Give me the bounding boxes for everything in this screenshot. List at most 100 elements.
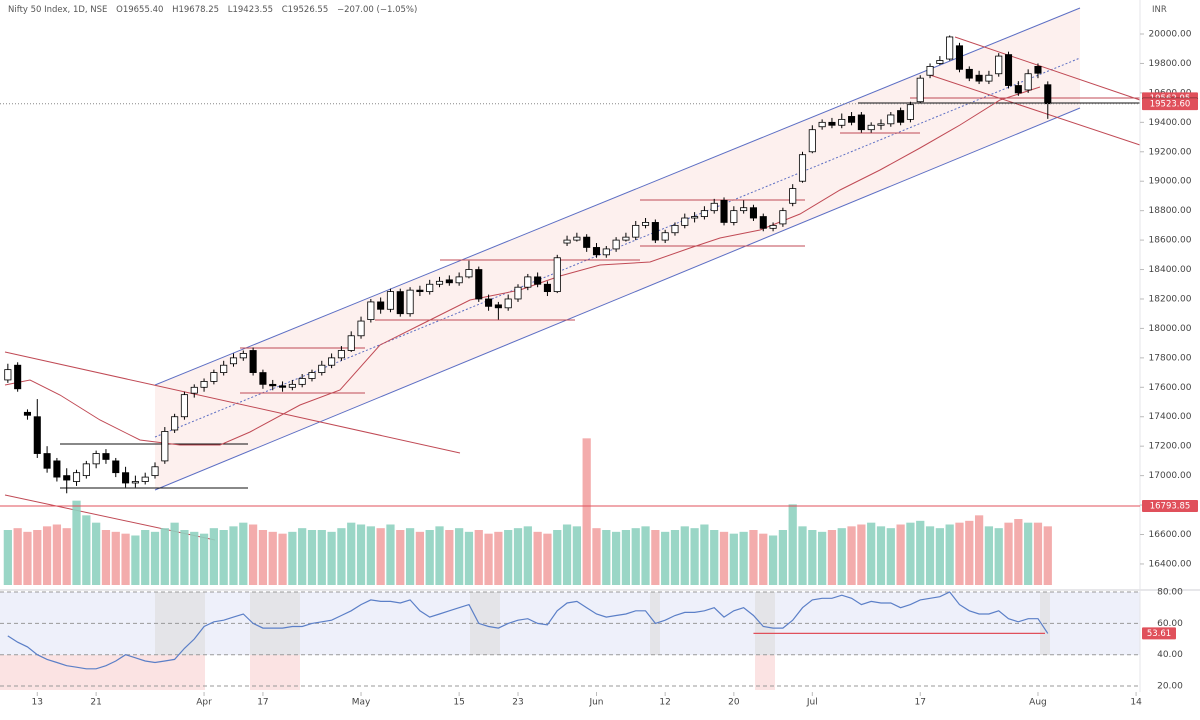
volume-bar <box>366 526 375 585</box>
candle-body <box>818 121 826 128</box>
volume-bar <box>906 522 915 585</box>
volume-bar <box>690 528 699 585</box>
volume-bar <box>239 522 248 585</box>
candle-body <box>180 394 188 418</box>
candle-body <box>534 276 542 285</box>
volume-bar <box>1024 522 1033 585</box>
rsi-line <box>7 591 1049 670</box>
volume-bar <box>386 524 395 585</box>
ohlc-change: −207.00 (−1.05%) <box>336 5 418 15</box>
x-tick-label: 17 <box>257 698 268 708</box>
x-tick-label: May <box>352 698 371 708</box>
volume-bar <box>759 533 768 585</box>
y-tick-label: 16400.00 <box>1149 559 1192 569</box>
volume-bar <box>680 526 689 585</box>
candle-body <box>72 472 81 482</box>
volume-bar <box>405 528 415 585</box>
candle-body <box>494 304 502 309</box>
candle-body <box>769 224 777 229</box>
volume-bar <box>974 515 984 585</box>
volume-bar <box>925 526 935 585</box>
volume-bar <box>739 531 748 585</box>
candle-body <box>622 236 630 241</box>
candle-body <box>337 350 345 359</box>
volume-bar <box>160 528 169 585</box>
candle-body <box>357 320 365 337</box>
candle-body <box>838 118 846 126</box>
volume-bar <box>72 500 81 585</box>
volume-bar <box>337 528 346 585</box>
candle-body <box>887 114 895 125</box>
candle-body <box>543 283 551 293</box>
candle-body <box>269 383 277 387</box>
x-tick-label: Apr <box>196 698 212 708</box>
volume-bar <box>935 528 944 585</box>
candle-body <box>759 216 767 229</box>
y-tick-label: 18400.00 <box>1149 265 1192 275</box>
candle-body <box>936 60 944 64</box>
volume-bar <box>670 530 680 585</box>
candle-body <box>857 114 865 131</box>
candle-body <box>1004 54 1013 86</box>
candle-body <box>396 291 404 315</box>
rsi-low-strips <box>0 655 775 690</box>
candle-body <box>239 353 247 359</box>
candle-body <box>985 74 993 82</box>
candle-body <box>661 232 669 241</box>
volume-bar <box>886 528 895 585</box>
volume-bar <box>248 524 258 585</box>
volume-bar <box>317 530 326 585</box>
x-tick-label: Jun <box>588 698 603 708</box>
candle-body <box>53 460 61 478</box>
volume-bar <box>847 526 856 585</box>
volume-bar <box>170 522 179 585</box>
candle-body <box>848 116 856 123</box>
trendline <box>4 351 461 454</box>
volume-bar <box>62 528 71 585</box>
candle-body <box>681 217 689 226</box>
volume-bar <box>631 528 640 585</box>
volume-bar <box>788 504 797 585</box>
volume-bar <box>474 530 483 585</box>
volume-bar <box>150 531 160 585</box>
volume-bar <box>553 530 562 585</box>
volume-bar <box>876 526 886 585</box>
volume-bar <box>533 531 542 585</box>
x-tick-label: 21 <box>90 698 101 708</box>
volume-bar <box>347 522 356 585</box>
volume-bar <box>504 530 513 585</box>
candle-body <box>210 372 218 382</box>
candle-body <box>308 372 316 379</box>
volume-bar <box>827 530 837 585</box>
candle-body <box>632 224 640 238</box>
volume-bar <box>582 438 591 585</box>
volume-bar <box>994 528 1003 585</box>
candle-body <box>102 453 110 460</box>
y-tick-label: 18600.00 <box>1149 236 1192 246</box>
volume-bar <box>523 526 532 585</box>
candle-body <box>651 222 659 241</box>
candle-body <box>259 372 267 385</box>
x-tick-label: Aug <box>1029 698 1047 708</box>
volume-bar <box>33 530 42 585</box>
rsi-tick-label: 80.00 <box>1157 588 1183 598</box>
volume-bar <box>13 528 22 585</box>
x-tick-label: 17 <box>915 698 926 708</box>
x-tick-label: Jul <box>806 698 818 708</box>
volume-bar <box>572 526 581 585</box>
candle-body <box>82 463 90 477</box>
volume-bar <box>464 531 474 585</box>
candle-body <box>220 364 228 373</box>
candle-body <box>318 364 326 373</box>
volume-bar <box>768 535 778 585</box>
y-tick-label: 18200.00 <box>1149 294 1192 304</box>
candle-body <box>995 55 1003 75</box>
candle-body <box>955 45 964 70</box>
volume-bar <box>298 528 307 585</box>
candle-body <box>190 386 198 394</box>
x-tick-label: 15 <box>453 698 464 708</box>
volume-bar <box>1033 522 1043 585</box>
candle-body <box>946 36 954 60</box>
